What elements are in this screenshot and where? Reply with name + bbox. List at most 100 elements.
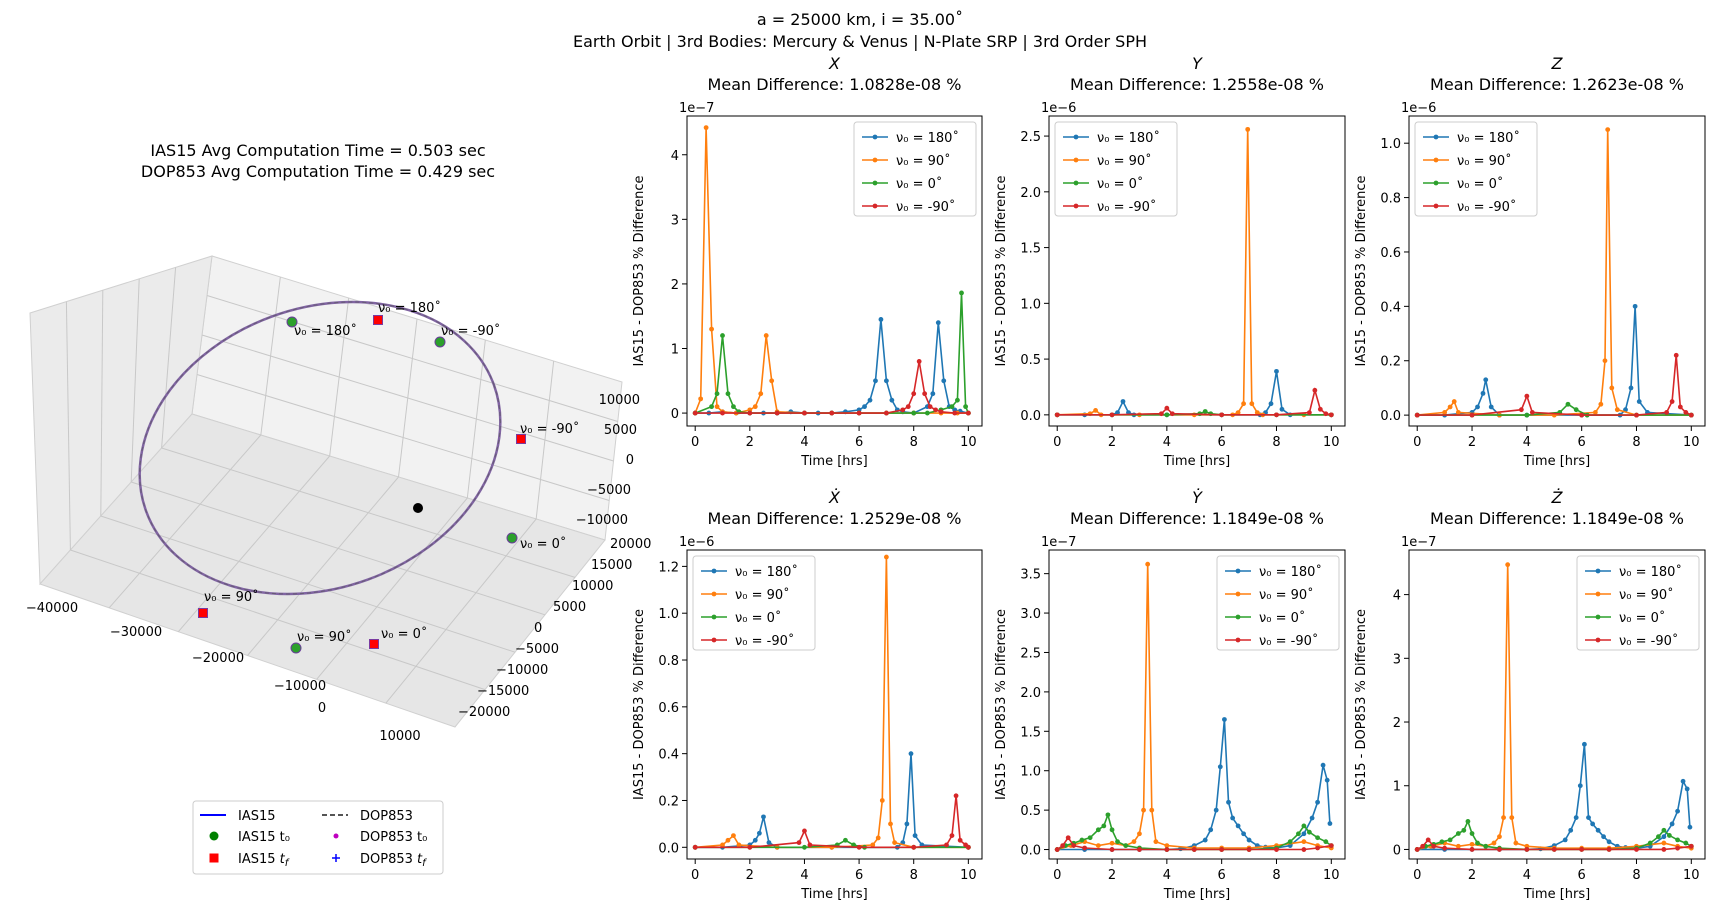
legend-entry: IAS15 t₀ <box>209 830 290 845</box>
x-axis-tick-label: −10000 <box>274 679 326 694</box>
legend-swatch-marker <box>1073 134 1079 140</box>
y-tick-label: 0.2 <box>1380 355 1401 370</box>
series-point <box>1675 837 1680 843</box>
y-tick-label: 1.5 <box>1020 725 1041 740</box>
orbit-point-label: ν₀ = 180˚ <box>378 300 441 316</box>
x-axis-label: Time [hrs] <box>1523 887 1590 902</box>
x-tick-label: 0 <box>1053 868 1061 883</box>
series-point <box>1595 827 1601 833</box>
legend-swatch <box>332 854 340 862</box>
floor-grid-line <box>70 549 486 691</box>
series-point <box>736 842 742 848</box>
series-point <box>1095 827 1101 833</box>
series-point <box>714 404 720 410</box>
y-axis-tick-label: 0 <box>534 621 542 636</box>
series-point <box>774 410 780 416</box>
series-point <box>1586 815 1591 820</box>
y-tick-label: 2 <box>671 278 679 293</box>
series-point <box>953 793 959 799</box>
left-grid-line <box>65 301 71 551</box>
series-point <box>1235 823 1241 829</box>
series-point <box>1634 412 1639 418</box>
series-point <box>1683 410 1689 415</box>
subplot-subtitle: Mean Difference: 1.2623e-08 % <box>1430 75 1684 94</box>
tf-marker <box>198 608 208 618</box>
x-axis-label: Time [hrs] <box>1163 454 1230 469</box>
z-axis-tick-label: 10000 <box>599 393 640 408</box>
left-grid-line <box>100 290 104 517</box>
left-grid-line <box>161 267 177 449</box>
legend-swatch-marker <box>1433 134 1439 140</box>
t0-marker <box>506 532 518 544</box>
series-point <box>1054 412 1060 418</box>
series-point <box>1425 837 1431 843</box>
series-point <box>1301 831 1307 837</box>
subplot-subtitle: Mean Difference: 1.1849e-08 % <box>1070 509 1324 528</box>
legend-label: ν₀ = 0˚ <box>1259 610 1305 626</box>
series-point <box>731 833 736 838</box>
series-point <box>883 410 889 416</box>
series-point <box>1592 410 1598 415</box>
legend-label-t: t <box>417 852 423 867</box>
series-point <box>1320 762 1326 768</box>
y-tick-label: 2.0 <box>1020 186 1041 201</box>
series-point <box>1677 404 1683 410</box>
subplot-legend: ν₀ = 180˚ ν₀ = 90˚ ν₀ = 0˚ ν₀ = -90˚ <box>1576 555 1700 651</box>
series-point <box>829 410 835 416</box>
y-tick-label: 1 <box>1393 780 1401 795</box>
series-point <box>867 397 873 403</box>
series-point <box>1509 815 1515 820</box>
series-point <box>949 833 955 838</box>
legend-label: ν₀ = 90˚ <box>1259 587 1314 603</box>
orbit-3d-plot: IAS15 Avg Computation Time = 0.503 sec D… <box>26 141 651 875</box>
orbit-title-line2: DOP853 Avg Computation Time = 0.429 sec <box>141 162 495 181</box>
series-point <box>1315 799 1320 805</box>
y-axis-label: IAS15 - DOP853 % Difference <box>1354 175 1369 366</box>
floor-grid-line <box>316 497 468 680</box>
y-axis-tick-label: 10000 <box>572 579 613 594</box>
x-axis-tick-label: −20000 <box>192 651 244 666</box>
orbit-point-label: ν₀ = -90˚ <box>520 421 579 437</box>
series-point <box>1153 839 1159 845</box>
series-point <box>856 844 862 850</box>
series-point <box>1497 847 1502 852</box>
series-point <box>1606 847 1612 852</box>
series-point <box>796 840 802 846</box>
series-point <box>1323 839 1329 845</box>
series-point <box>1241 401 1246 407</box>
series-point <box>1439 839 1445 845</box>
y-tick-label: 0.5 <box>1020 804 1041 819</box>
series-point <box>1060 843 1066 848</box>
series-point <box>1115 839 1120 845</box>
series-point <box>1328 412 1334 418</box>
series-point <box>761 814 766 820</box>
legend-label: ν₀ = 180˚ <box>1259 564 1322 580</box>
series-point <box>1605 127 1611 132</box>
series-point <box>692 844 698 850</box>
series-point <box>873 378 878 384</box>
series-point <box>892 840 897 846</box>
x-tick-label: 10 <box>960 435 977 450</box>
series-point <box>1279 406 1285 412</box>
series-point <box>1164 847 1170 852</box>
legend-label: IAS15 t₀ <box>238 830 290 845</box>
legend-entry: DOP853 tf <box>332 852 427 869</box>
legend-label: ν₀ = 90˚ <box>735 587 790 603</box>
series-point <box>1469 847 1475 852</box>
x-tick-label: 8 <box>1632 435 1640 450</box>
y-axis-tick-label: −5000 <box>515 642 559 657</box>
legend-label: ν₀ = 90˚ <box>896 153 951 169</box>
legend-label: IAS15 <box>238 809 276 824</box>
series-point <box>1683 840 1689 846</box>
x-axis-tick-label: −40000 <box>26 601 78 616</box>
series-point <box>935 320 941 326</box>
legend-label: ν₀ = -90˚ <box>1259 633 1318 649</box>
legend-label: ν₀ = -90˚ <box>1097 199 1156 215</box>
series-point <box>802 844 807 850</box>
series-point <box>1661 847 1667 852</box>
series-point <box>1455 831 1461 836</box>
legend-swatch-marker <box>1433 203 1439 209</box>
x-tick-label: 0 <box>1053 435 1061 450</box>
y-tick-label: 3 <box>1393 652 1401 667</box>
series-point <box>1491 840 1497 846</box>
